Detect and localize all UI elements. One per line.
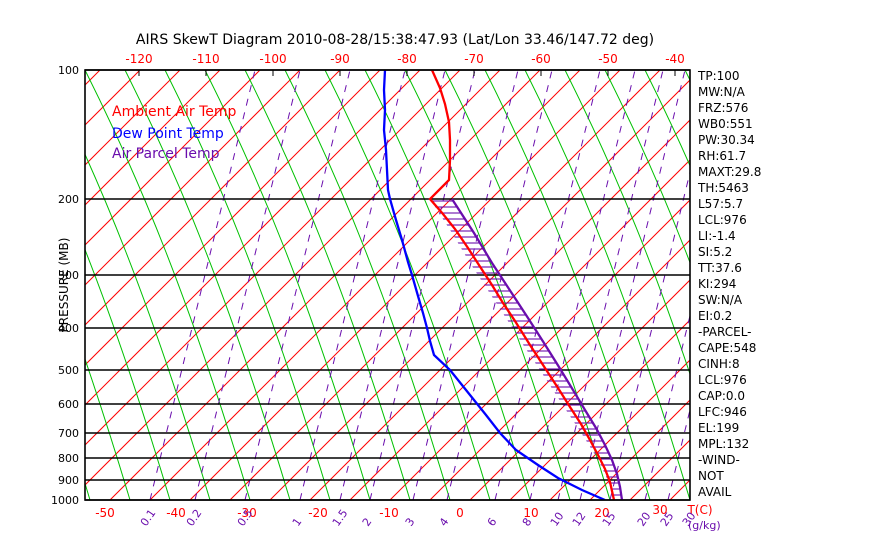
p-tick-8: 900	[58, 474, 79, 487]
parcel-temp-curve	[451, 198, 624, 500]
page-title: AIRS SkewT Diagram 2010-08-28/15:38:47.9…	[135, 32, 655, 48]
panel-row-18: CINH:8	[698, 357, 740, 371]
panel-row-19: LCL:976	[698, 373, 747, 387]
panel-row-20: CAP:0.0	[698, 389, 745, 403]
p-tick-6: 700	[58, 427, 79, 440]
x-axis-title-mixing: (g/kg)	[688, 519, 721, 532]
p-tick-0: 100	[58, 64, 79, 77]
panel-row-6: MAXT:29.8	[698, 165, 761, 179]
panel-row-3: WB0:551	[698, 117, 753, 131]
top-axis-ticks	[138, 70, 676, 76]
p-tick-3: 400	[58, 322, 79, 335]
mix-tick-6: 3	[403, 516, 418, 529]
panel-row-17: CAPE:548	[698, 341, 756, 355]
panel-row-14: SW:N/A	[698, 293, 743, 307]
mixing-ratio-lines	[149, 70, 690, 500]
panel-row-23: MPL:132	[698, 437, 749, 451]
panel-row-11: SI:5.2	[698, 245, 732, 259]
panel-row-4: PW:30.34	[698, 133, 755, 147]
mix-tick-8: 6	[485, 516, 500, 529]
data-curves	[382, 70, 624, 500]
panel-row-26: AVAIL	[698, 485, 732, 499]
bot-tick-2: -30	[237, 506, 257, 520]
panel-row-8: L57:5.7	[698, 197, 743, 211]
panel-row-25: NOT	[698, 469, 724, 483]
dry-adiabat-lines	[85, 70, 690, 500]
mix-tick-11: 12	[570, 510, 589, 529]
bot-tick-5: 0	[456, 506, 464, 520]
cape-shaded-region	[430, 199, 622, 500]
mix-tick-3: 1	[290, 516, 305, 529]
legend-item-ambient: Ambient Air Temp	[112, 104, 237, 120]
dewpoint-curve	[382, 70, 606, 500]
panel-row-13: KI:294	[698, 277, 736, 291]
bottom-temp-tick-labels: -50 -40 -30 -20 -10 0 10 20 30 T(C)	[95, 503, 712, 520]
bot-tick-1: -40	[166, 506, 186, 520]
y-axis-title: PRESSURE (MB)	[57, 238, 71, 333]
top-temp-tick-labels: -120 -110 -100 -90 -80 -70 -60 -50 -40	[125, 52, 684, 66]
top-tick-7: -50	[598, 52, 618, 66]
legend: Ambient Air Temp Dew Point Temp Air Parc…	[112, 104, 237, 162]
panel-row-0: TP:100	[697, 69, 740, 83]
p-tick-1: 200	[58, 193, 79, 206]
pressure-tick-labels: 100 200 300 400 500 600 700 800 900 1000	[51, 64, 79, 507]
p-tick-4: 500	[58, 364, 79, 377]
bot-tick-7: 20	[594, 506, 609, 520]
panel-row-24: -WIND-	[698, 453, 740, 467]
p-tick-5: 600	[58, 398, 79, 411]
mix-tick-1: 0.2	[184, 507, 205, 529]
bot-tick-0: -50	[95, 506, 115, 520]
p-tick-2: 300	[58, 269, 79, 282]
panel-row-12: TT:37.6	[697, 261, 742, 275]
panel-row-10: LI:-1.4	[698, 229, 736, 243]
mix-tick-10: 10	[548, 510, 567, 529]
isotherm-lines	[85, 70, 690, 500]
legend-item-parcel: Air Parcel Temp	[112, 146, 220, 162]
top-tick-4: -80	[397, 52, 417, 66]
panel-row-22: EL:199	[698, 421, 739, 435]
panel-row-9: LCL:976	[698, 213, 747, 227]
panel-row-5: RH:61.7	[698, 149, 746, 163]
mix-tick-7: 4	[437, 516, 452, 529]
statistics-panel: TP:100 MW:N/A FRZ:576 WB0:551 PW:30.34 R…	[697, 69, 761, 499]
ambient-temp-curve	[428, 70, 616, 500]
top-tick-3: -90	[330, 52, 350, 66]
top-tick-1: -110	[192, 52, 219, 66]
panel-row-21: LFC:946	[698, 405, 747, 419]
p-tick-7: 800	[58, 452, 79, 465]
background-grid	[85, 70, 690, 500]
panel-row-1: MW:N/A	[698, 85, 746, 99]
panel-row-2: FRZ:576	[698, 101, 748, 115]
x-axis-title-temp: T(C)	[686, 503, 712, 517]
panel-row-15: EI:0.2	[698, 309, 732, 323]
mix-tick-5: 2	[360, 516, 375, 529]
plot-frame	[84, 69, 691, 501]
bot-tick-3: -20	[308, 506, 328, 520]
top-tick-5: -70	[464, 52, 484, 66]
bot-tick-8: 30	[652, 503, 667, 517]
panel-row-16: -PARCEL-	[698, 325, 752, 339]
top-tick-6: -60	[531, 52, 551, 66]
mix-tick-13: 20	[635, 510, 654, 529]
bot-tick-4: -10	[379, 506, 399, 520]
top-tick-0: -120	[125, 52, 152, 66]
legend-item-dewpoint: Dew Point Temp	[112, 126, 224, 142]
top-tick-2: -100	[259, 52, 286, 66]
mix-tick-0: 0.1	[138, 507, 159, 529]
bot-tick-6: 10	[523, 506, 538, 520]
p-tick-9: 1000	[51, 494, 79, 507]
top-tick-8: -40	[665, 52, 685, 66]
mix-tick-4: 1.5	[330, 507, 351, 529]
panel-row-7: TH:5463	[697, 181, 749, 195]
left-axis-ticks	[85, 69, 92, 501]
mixing-ratio-tick-labels: 0.1 0.2 0.5 1 1.5 2 3 4 6 8 10 12 15 20 …	[138, 507, 721, 532]
